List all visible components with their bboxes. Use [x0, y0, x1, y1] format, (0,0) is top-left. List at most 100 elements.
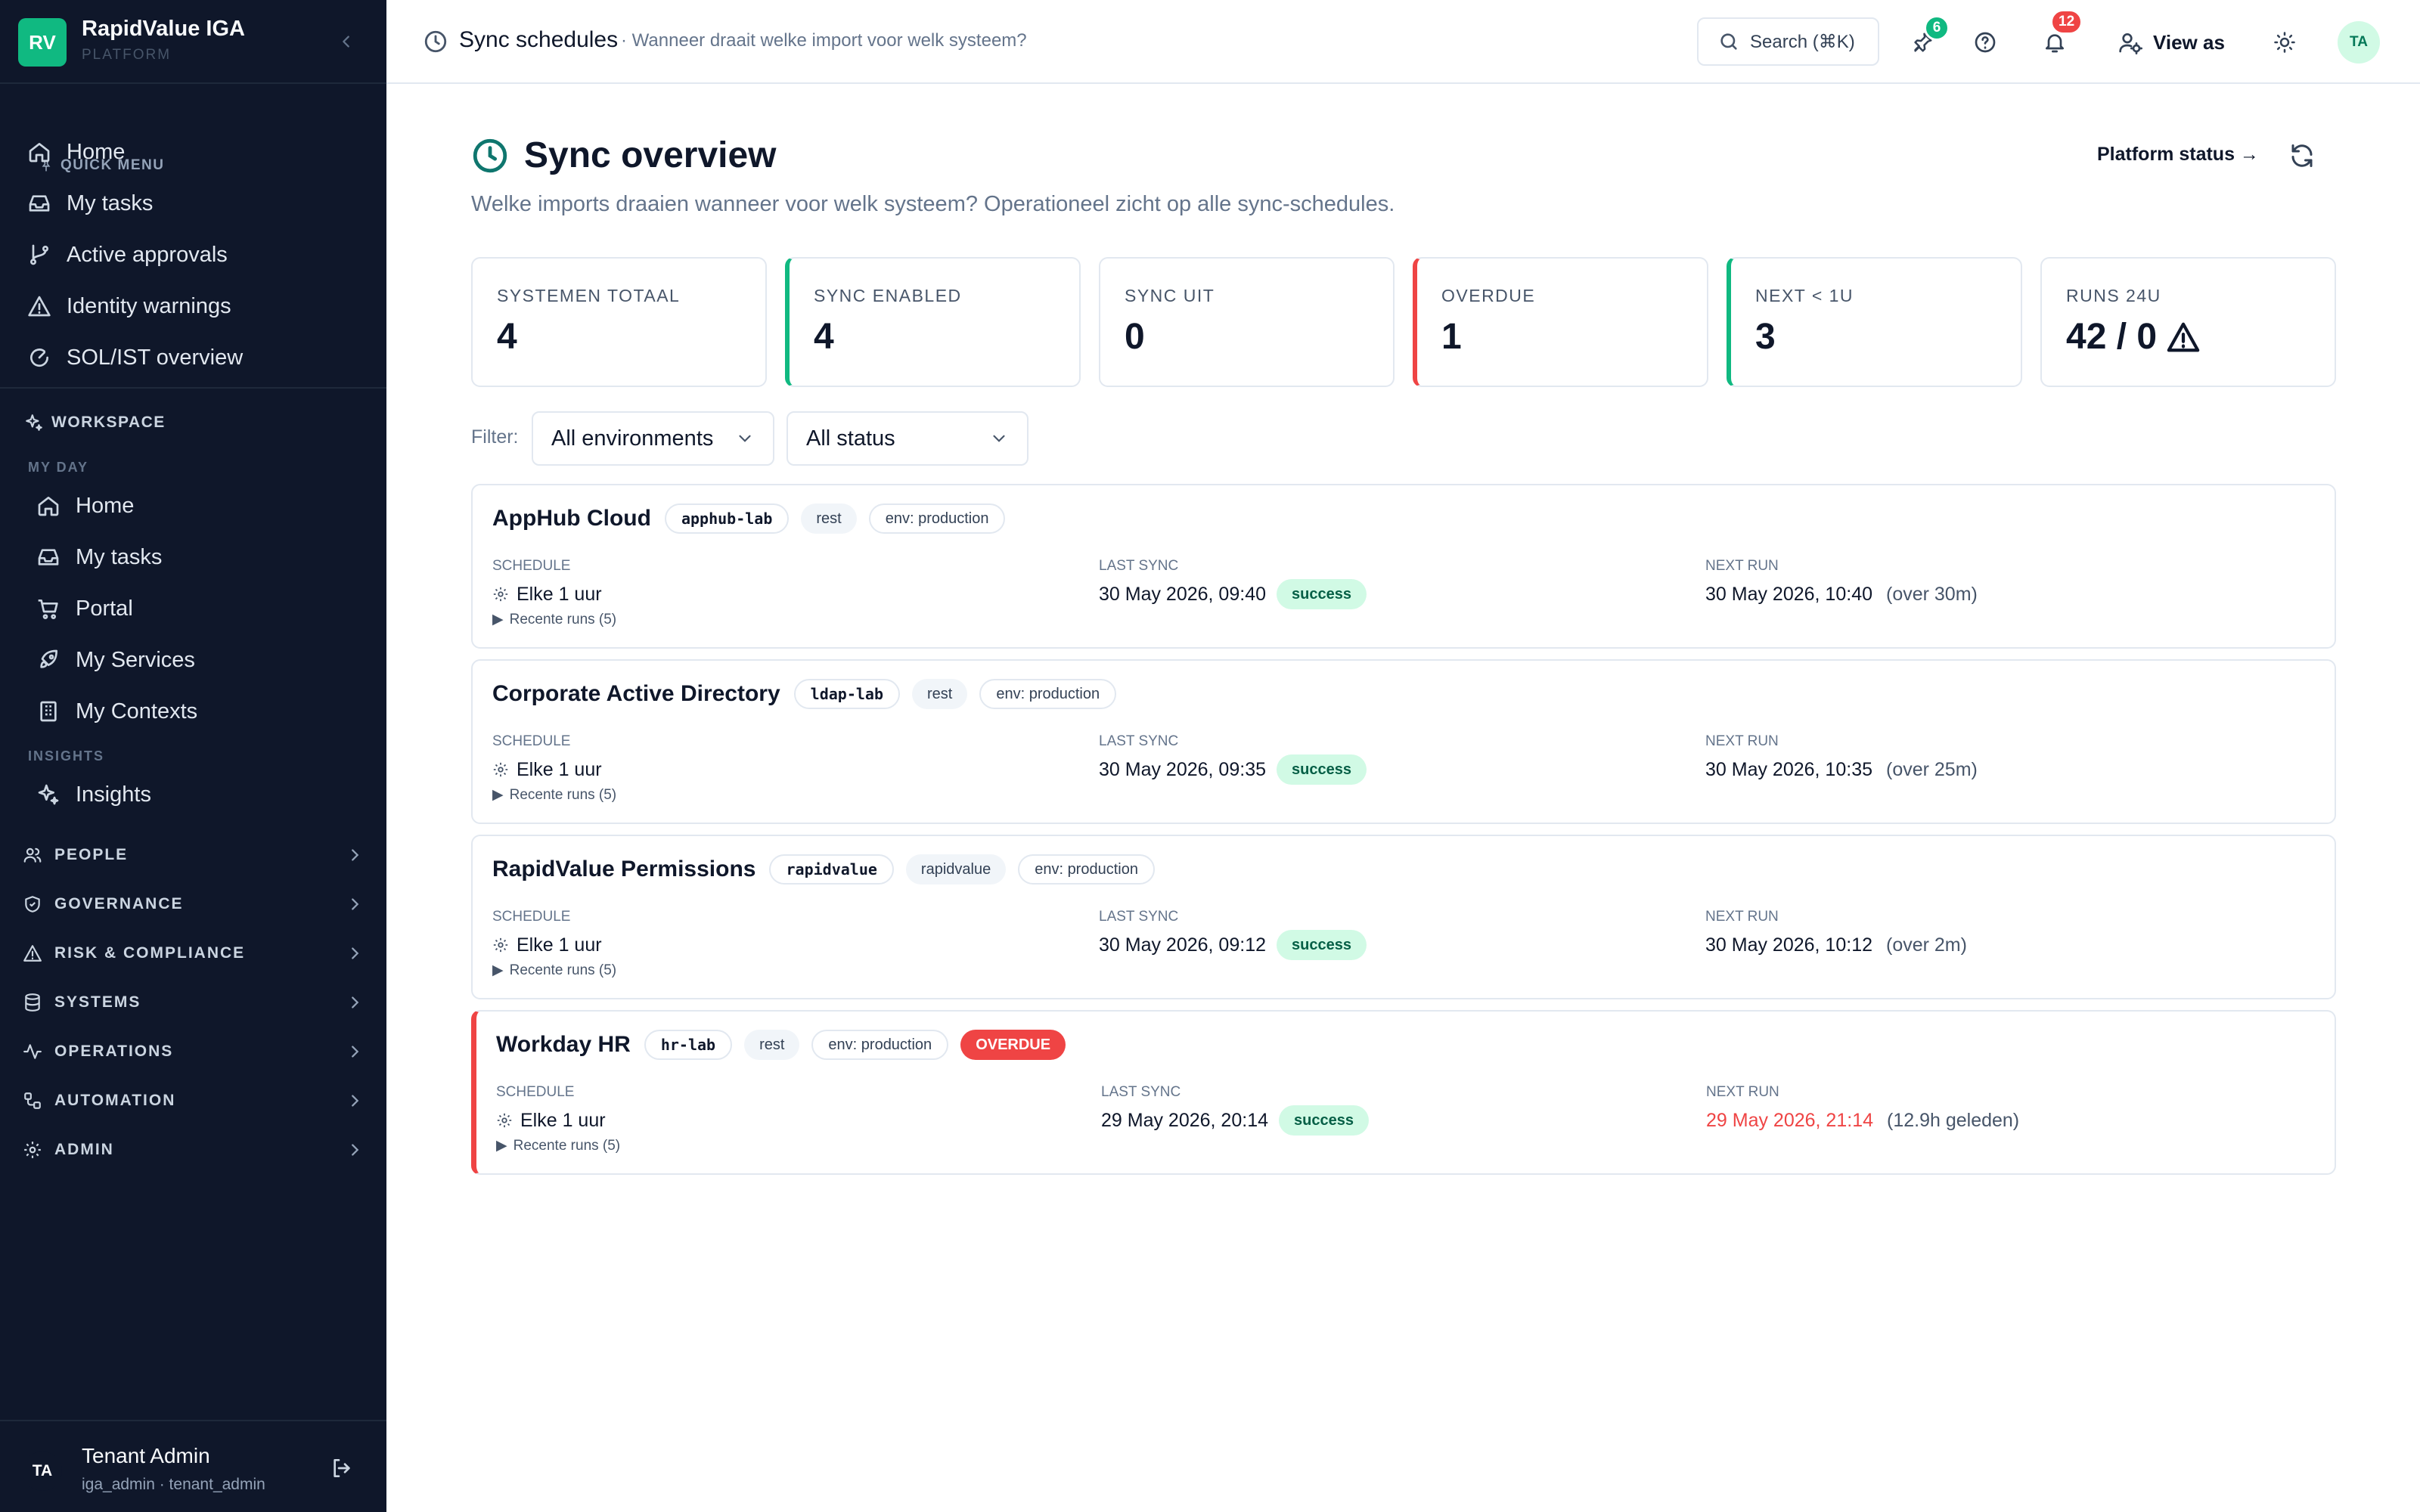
sync-card-corporate-active-directory[interactable]: Corporate Active Directory ldap-lab rest…: [471, 659, 2336, 824]
group-admin[interactable]: ADMIN: [23, 1133, 363, 1167]
stat-label: SYNC ENABLED: [814, 286, 962, 305]
next-run-relative: (12.9h geleden): [1887, 1109, 2020, 1131]
pinned-button[interactable]: 6: [1901, 15, 1950, 64]
sync-card-workday-hr[interactable]: Workday HR hr-lab rest env: production O…: [471, 1010, 2336, 1175]
search-label: Search (⌘K): [1750, 31, 1855, 52]
page-description: Welke imports draaien wanneer voor welk …: [471, 192, 1395, 216]
stat-value: 0: [1125, 317, 1145, 357]
view-as-button[interactable]: View as: [2118, 24, 2225, 60]
last-sync-value: 30 May 2026, 09:12: [1099, 934, 1266, 956]
status-filter-select[interactable]: All status: [786, 411, 1028, 466]
notifications-button[interactable]: 12: [2034, 9, 2083, 64]
workspace-item-home[interactable]: Home: [36, 484, 134, 528]
column-label: NEXT RUN: [1705, 733, 1779, 749]
select-value: All status: [806, 426, 895, 451]
next-run-column: NEXT RUN 30 May 2026, 10:12 (over 2m): [1705, 909, 1967, 960]
quick-item-my-tasks[interactable]: My tasks: [27, 181, 153, 225]
user-role: iga_admin · tenant_admin: [82, 1476, 265, 1493]
system-name[interactable]: Workday HR: [496, 1032, 631, 1057]
workspace-item-insights[interactable]: Insights: [36, 773, 151, 816]
status-badge: success: [1277, 579, 1367, 609]
collapse-sidebar-button[interactable]: [334, 29, 359, 54]
workspace-item-my-contexts[interactable]: My Contexts: [36, 689, 197, 733]
next-run-column: NEXT RUN 30 May 2026, 10:40 (over 30m): [1705, 558, 1978, 609]
page-icon: [423, 29, 448, 54]
status-badge: success: [1277, 930, 1367, 960]
group-people[interactable]: PEOPLE: [23, 838, 363, 872]
group-automation[interactable]: AUTOMATION: [23, 1084, 363, 1117]
caret-right-icon: ▶: [496, 1138, 507, 1154]
quick-item-active-approvals[interactable]: Active approvals: [27, 233, 228, 277]
column-label: LAST SYNC: [1099, 733, 1179, 749]
database-icon: [25, 993, 40, 1012]
sparkles-icon: [26, 414, 42, 431]
warning-icon: [23, 945, 42, 962]
stat-value: 1: [1441, 317, 1462, 357]
page-title: Sync overview: [524, 135, 777, 175]
stat-value: 4: [497, 317, 517, 357]
stat-card-sync-enabled: SYNC ENABLED 4: [785, 257, 1081, 387]
bell-icon: [2046, 34, 2064, 53]
recent-runs-toggle[interactable]: ▶ Recente runs (5): [496, 1137, 620, 1154]
schedule-value: Elke 1 uur: [517, 583, 602, 605]
last-sync-value: 30 May 2026, 09:40: [1099, 583, 1266, 605]
group-risk-compliance[interactable]: RISK & COMPLIANCE: [23, 937, 363, 970]
pinned-count-badge: 6: [1924, 15, 1950, 41]
workspace-item-portal[interactable]: Portal: [36, 587, 133, 631]
workspace-heading[interactable]: WORKSPACE: [24, 413, 166, 432]
clock-icon: [424, 30, 447, 53]
building-icon: [40, 701, 57, 722]
group-operations[interactable]: OPERATIONS: [23, 1035, 363, 1068]
group-label: AUTOMATION: [54, 1092, 176, 1109]
search-icon: [1720, 33, 1737, 50]
theme-toggle-button[interactable]: [2263, 21, 2306, 64]
system-name[interactable]: AppHub Cloud: [492, 506, 651, 531]
avatar[interactable]: TA: [2338, 21, 2380, 64]
recent-runs-toggle[interactable]: ▶ Recente runs (5): [492, 962, 616, 979]
nav-label: Home: [76, 493, 135, 518]
quick-item-home[interactable]: Home: [27, 130, 125, 174]
stat-value: 4: [814, 317, 834, 357]
warning-icon: [2167, 322, 2200, 352]
recent-runs-toggle[interactable]: ▶ Recente runs (5): [492, 786, 616, 804]
search-button[interactable]: Search (⌘K): [1697, 17, 1879, 66]
brand-logo[interactable]: RV: [18, 18, 67, 67]
sync-card-apphub-cloud[interactable]: AppHub Cloud apphub-lab rest env: produc…: [471, 484, 2336, 649]
avatar[interactable]: TA: [23, 1452, 62, 1491]
workspace-label: WORKSPACE: [51, 414, 166, 431]
column-label: LAST SYNC: [1101, 1084, 1181, 1100]
group-systems[interactable]: SYSTEMS: [23, 986, 363, 1019]
page-header: Sync overview: [471, 135, 777, 176]
nav-label: My tasks: [67, 191, 154, 215]
status-badge: success: [1279, 1105, 1369, 1136]
status-badge: success: [1277, 754, 1367, 785]
group-label: OPERATIONS: [54, 1043, 174, 1060]
system-name[interactable]: RapidValue Permissions: [492, 857, 756, 881]
system-name[interactable]: Corporate Active Directory: [492, 681, 780, 706]
card-header: Workday HR hr-lab rest env: production O…: [496, 1028, 1066, 1061]
gear-icon: [493, 587, 508, 602]
platform-status-link[interactable]: Platform status →: [2097, 144, 2259, 165]
stat-card-sync-off: SYNC UIT 0: [1099, 257, 1395, 387]
chevron-right-icon: [352, 898, 359, 910]
nav-label: My Contexts: [76, 699, 198, 723]
quick-item-sol-ist-overview[interactable]: SOL/IST overview: [27, 336, 243, 380]
logout-button[interactable]: [330, 1456, 354, 1480]
shield-icon: [25, 896, 40, 912]
gear-icon: [497, 1113, 512, 1128]
next-run-value: 30 May 2026, 10:35: [1705, 758, 1872, 780]
refresh-button[interactable]: [2288, 142, 2316, 169]
schedule-value: Elke 1 uur: [517, 758, 602, 780]
sync-card-rapidvalue-permissions[interactable]: RapidValue Permissions rapidvalue rapidv…: [471, 835, 2336, 999]
workspace-item-my-tasks[interactable]: My tasks: [36, 535, 162, 579]
quick-item-identity-warnings[interactable]: Identity warnings: [27, 284, 231, 328]
help-button[interactable]: [1964, 21, 2006, 64]
chevron-right-icon: [352, 947, 359, 959]
group-governance[interactable]: GOVERNANCE: [23, 888, 363, 921]
environment-filter-select[interactable]: All environments: [532, 411, 774, 466]
recent-runs-toggle[interactable]: ▶ Recente runs (5): [492, 611, 616, 628]
nav-label: Insights: [76, 782, 151, 807]
workspace-item-my-services[interactable]: My Services: [36, 638, 195, 682]
next-run-column: NEXT RUN 30 May 2026, 10:35 (over 25m): [1705, 733, 1978, 785]
card-header: Corporate Active Directory ldap-lab rest…: [492, 677, 1117, 711]
